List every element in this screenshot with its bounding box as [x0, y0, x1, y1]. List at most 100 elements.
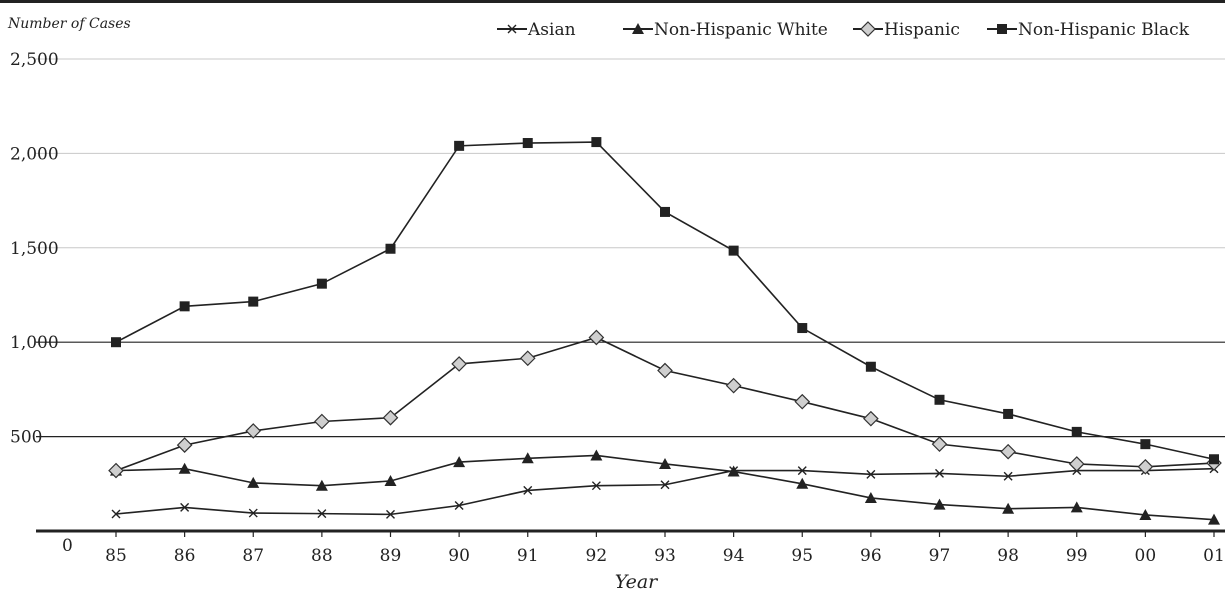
data-point-asian — [180, 502, 190, 512]
legend-label: Non-Hispanic Black — [1018, 20, 1190, 40]
data-point-asian — [1003, 471, 1013, 481]
data-point-non-hispanic-white — [384, 474, 397, 486]
y-tick-label: 0 — [62, 536, 73, 556]
series-hispanic — [108, 329, 1222, 479]
series-non-hispanic-black — [111, 137, 1219, 465]
x-tick-label: 93 — [654, 546, 676, 566]
legend-marker — [507, 24, 517, 34]
data-point-asian — [454, 501, 464, 511]
legend: Asian Non-Hispanic White Hispanic Non-Hispa… — [497, 20, 1190, 40]
x-tick-label: 91 — [517, 546, 539, 566]
data-point-non-hispanic-white — [933, 498, 946, 510]
data-point-hispanic — [314, 413, 330, 430]
data-point-hispanic — [1068, 456, 1085, 472]
data-point-non-hispanic-black — [591, 137, 602, 148]
data-point-hispanic — [588, 329, 605, 346]
data-point-asian — [386, 509, 395, 519]
data-point-non-hispanic-black — [111, 337, 121, 348]
x-axis-label: Year — [615, 571, 659, 592]
x-tick-label: 01 — [1203, 546, 1225, 566]
x-tick-label: 92 — [586, 546, 608, 566]
y-tick-label: 2,000 — [10, 144, 59, 164]
x-tick-label: 00 — [1135, 546, 1157, 566]
data-point-asian — [523, 485, 533, 495]
data-point-hispanic — [1000, 443, 1016, 460]
x-tick-label: 98 — [997, 546, 1019, 566]
data-point-asian — [317, 509, 327, 519]
y-axis-ticks: 0 500 1,000 1,500 2,000 2,500 — [10, 50, 73, 556]
data-point-hispanic — [725, 377, 742, 394]
data-point-asian — [866, 469, 876, 479]
data-point-hispanic — [863, 410, 879, 427]
data-point-non-hispanic-black — [1209, 454, 1219, 465]
data-point-asian — [591, 481, 601, 491]
data-point-non-hispanic-black — [934, 394, 945, 405]
gridlines — [36, 58, 1225, 438]
data-point-non-hispanic-black — [1003, 408, 1014, 419]
data-point-non-hispanic-black — [865, 361, 876, 372]
data-point-non-hispanic-black — [179, 301, 190, 312]
y-tick-label: 2,500 — [10, 50, 59, 70]
x-tick-label: 96 — [860, 546, 882, 566]
legend-label: Hispanic — [884, 20, 960, 40]
data-point-asian — [935, 468, 944, 478]
x-tick-label: 85 — [105, 546, 127, 566]
y-tick-label: 1,500 — [10, 239, 59, 259]
x-tick-label: 90 — [448, 546, 470, 566]
data-point-hispanic — [1137, 458, 1154, 475]
data-point-non-hispanic-white — [590, 449, 603, 461]
x-tick-label: 94 — [723, 546, 745, 566]
y-tick-label: 500 — [10, 428, 42, 448]
x-axis-ticks: 85 86 87 88 89 90 91 92 93 94 95 96 97 98 99 00 01 — [105, 531, 1225, 566]
data-point-hispanic — [931, 436, 948, 453]
data-point-non-hispanic-white — [178, 462, 191, 474]
data-point-non-hispanic-white — [727, 465, 740, 477]
legend-label: Non-Hispanic White — [654, 20, 828, 40]
legend-marker — [632, 23, 644, 34]
data-point-non-hispanic-black — [522, 138, 533, 149]
data-point-non-hispanic-black — [1140, 439, 1151, 450]
data-point-non-hispanic-white — [1139, 508, 1152, 520]
x-tick-label: 87 — [242, 546, 264, 566]
data-point-non-hispanic-black — [248, 296, 259, 307]
data-point-hispanic — [382, 409, 399, 426]
x-tick-label: 97 — [929, 546, 951, 566]
legend-label: Asian — [527, 20, 576, 40]
data-point-asian — [248, 508, 258, 518]
data-point-non-hispanic-black — [385, 243, 396, 254]
y-axis-label: Number of Cases — [7, 16, 131, 32]
data-point-hispanic — [519, 350, 536, 367]
legend-item-non-hispanic-white: Non-Hispanic White — [623, 20, 828, 40]
data-point-asian — [660, 480, 670, 490]
legend-item-asian: Asian — [497, 20, 576, 40]
data-point-hispanic — [657, 362, 673, 379]
data-point-non-hispanic-black — [660, 206, 670, 217]
data-point-non-hispanic-black — [728, 245, 739, 256]
data-point-hispanic — [451, 356, 467, 372]
x-tick-label: 88 — [311, 546, 333, 566]
data-point-non-hispanic-white — [521, 452, 534, 464]
legend-item-non-hispanic-black: Non-Hispanic Black — [987, 20, 1190, 40]
legend-marker — [860, 21, 876, 37]
data-point-non-hispanic-white — [864, 491, 877, 503]
x-tick-label: 99 — [1066, 546, 1088, 566]
data-point-non-hispanic-white — [453, 456, 466, 468]
series-asian — [111, 464, 1219, 519]
series-lines — [108, 137, 1222, 525]
data-point-non-hispanic-white — [1070, 501, 1083, 513]
data-point-non-hispanic-white — [796, 477, 809, 489]
legend-item-hispanic: Hispanic — [853, 20, 960, 40]
data-point-non-hispanic-white — [1208, 513, 1220, 525]
data-point-hispanic — [108, 462, 124, 479]
data-point-hispanic — [245, 423, 262, 439]
x-tick-label: 89 — [380, 546, 402, 566]
series-line-non-hispanic-black — [115, 141, 1215, 461]
legend-marker — [997, 24, 1007, 34]
data-point-non-hispanic-white — [247, 476, 260, 488]
x-tick-label: 95 — [791, 546, 813, 566]
data-point-non-hispanic-black — [316, 278, 327, 289]
series-line-hispanic — [115, 336, 1215, 472]
data-point-hispanic — [176, 437, 193, 453]
data-point-hispanic — [794, 393, 811, 410]
